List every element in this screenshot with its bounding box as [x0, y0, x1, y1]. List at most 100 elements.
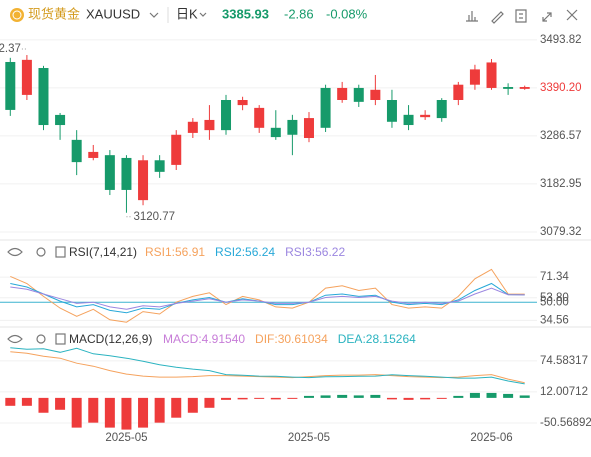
candle-body	[38, 68, 49, 126]
macd-bar	[353, 395, 364, 398]
price: 3385.93	[222, 6, 269, 21]
dropdown-caret[interactable]	[149, 12, 159, 18]
candle-body	[104, 155, 115, 190]
macd-bar	[386, 397, 397, 400]
expand-icon[interactable]	[542, 12, 552, 22]
y-tick-label: -50.56892	[540, 417, 591, 429]
symbol[interactable]: XAUUSD	[86, 6, 140, 21]
title: 现货黄金	[28, 6, 80, 21]
eye-icon[interactable]	[7, 334, 23, 344]
candle-body	[403, 114, 414, 126]
macd-bar	[436, 397, 447, 399]
macd-bar	[270, 397, 281, 400]
macd-bar	[403, 397, 414, 400]
legend-entry: RSI3:56.22	[285, 245, 345, 259]
gear-icon[interactable]	[36, 334, 46, 344]
indicator-icon[interactable]	[466, 11, 478, 22]
candle-body	[5, 61, 16, 110]
candle-body	[469, 69, 480, 85]
macd-bar	[204, 397, 215, 408]
draw-icon[interactable]	[491, 11, 504, 24]
macd-bar	[370, 394, 381, 398]
menu-icon[interactable]	[55, 333, 66, 345]
candle-body	[187, 121, 198, 133]
rsi-line	[10, 286, 525, 310]
settings-icon[interactable]	[515, 9, 527, 23]
period-caret[interactable]	[199, 12, 207, 17]
candle-body	[436, 100, 447, 119]
min-label: 3120.77	[133, 211, 175, 223]
macd-bar	[5, 397, 16, 406]
macd-bar	[337, 394, 348, 398]
candle-body	[370, 89, 381, 100]
macd-bar	[486, 392, 497, 398]
candle-body	[138, 160, 149, 201]
macd-line	[10, 351, 525, 384]
rsi-line	[10, 268, 525, 323]
candle-body	[154, 160, 165, 172]
candle-body	[486, 62, 497, 88]
candle-body	[21, 59, 32, 95]
legend-entry: RSI1:56.91	[145, 245, 205, 259]
candle-body	[221, 100, 232, 131]
macd-bar	[154, 397, 165, 423]
candle-body	[453, 84, 464, 100]
candle-body	[71, 139, 82, 163]
period[interactable]: 日K	[176, 6, 198, 21]
candle-body	[519, 87, 530, 89]
gear-icon[interactable]	[36, 247, 46, 257]
macd-bar	[121, 397, 132, 430]
candle-body	[386, 100, 397, 122]
macd-bar	[21, 397, 32, 406]
candle-body	[337, 87, 348, 100]
x-tick-label: 2025-05	[105, 432, 147, 444]
panel-title: RSI(7,14,21)	[69, 245, 137, 259]
y-tick-label: 3390.20	[540, 82, 582, 94]
candle-body	[270, 127, 281, 138]
candle-body	[303, 118, 314, 139]
y-tick-label: 50.00	[540, 296, 569, 308]
macd-bar	[453, 395, 464, 398]
x-tick-label: 2025-06	[470, 432, 512, 444]
y-tick-label: 71.34	[540, 271, 569, 283]
macd-bar	[171, 397, 182, 418]
x-tick-label: 2025-05	[288, 432, 330, 444]
candle-body	[204, 119, 215, 131]
legend-entry: DIF:30.61034	[255, 332, 328, 346]
change-pct: -0.08%	[326, 6, 368, 21]
candle-body	[171, 134, 182, 165]
y-tick-label: 3079.32	[540, 226, 582, 238]
coin-icon	[10, 8, 24, 22]
macd-bar	[71, 397, 82, 428]
rsi-line	[10, 282, 525, 314]
close-icon[interactable]	[566, 9, 578, 21]
menu-icon[interactable]	[55, 246, 66, 258]
candle-body	[88, 151, 99, 158]
legend-entry: MACD:4.91540	[163, 332, 245, 346]
y-tick-label: 3182.95	[540, 178, 582, 190]
candle-body	[237, 100, 248, 106]
macd-bar	[254, 397, 265, 399]
y-tick-label: 53.80	[540, 292, 569, 304]
coin-icon-ring	[12, 10, 22, 20]
macd-bar	[320, 395, 331, 398]
candle-body	[353, 87, 364, 102]
macd-bar	[55, 397, 66, 410]
macd-bar	[519, 395, 530, 398]
macd-line	[10, 347, 525, 385]
legend-entry: RSI2:56.24	[215, 245, 275, 259]
macd-bar	[237, 397, 248, 400]
candle-body	[121, 157, 132, 190]
macd-bar	[187, 397, 198, 413]
macd-bar	[138, 397, 149, 428]
y-tick-label: 3286.57	[540, 130, 582, 142]
y-tick-label: 12.00712	[540, 386, 588, 398]
toolbar	[466, 9, 578, 24]
macd-bar	[469, 392, 480, 398]
eye-icon[interactable]	[7, 247, 23, 257]
macd-bar	[38, 397, 49, 413]
macd-bar	[303, 395, 314, 398]
max-label: 3452.37	[0, 43, 21, 55]
macd-bar	[88, 397, 99, 423]
y-tick-label: 3493.82	[540, 34, 582, 46]
